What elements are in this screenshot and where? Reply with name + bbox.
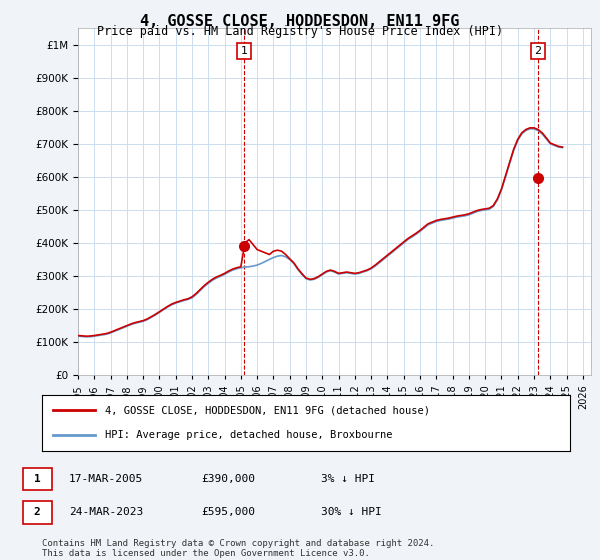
Text: £390,000: £390,000: [201, 474, 255, 484]
Text: 3% ↓ HPI: 3% ↓ HPI: [321, 474, 375, 484]
Text: 2: 2: [534, 46, 541, 56]
Text: 2: 2: [34, 507, 41, 517]
Text: 1: 1: [34, 474, 41, 484]
Text: 24-MAR-2023: 24-MAR-2023: [69, 507, 143, 517]
Text: 17-MAR-2005: 17-MAR-2005: [69, 474, 143, 484]
Text: 4, GOSSE CLOSE, HODDESDON, EN11 9FG: 4, GOSSE CLOSE, HODDESDON, EN11 9FG: [140, 14, 460, 29]
Text: Price paid vs. HM Land Registry's House Price Index (HPI): Price paid vs. HM Land Registry's House …: [97, 25, 503, 38]
Text: 1: 1: [241, 46, 248, 56]
Text: 4, GOSSE CLOSE, HODDESDON, EN11 9FG (detached house): 4, GOSSE CLOSE, HODDESDON, EN11 9FG (det…: [106, 405, 430, 416]
Text: 30% ↓ HPI: 30% ↓ HPI: [321, 507, 382, 517]
Text: £595,000: £595,000: [201, 507, 255, 517]
Text: Contains HM Land Registry data © Crown copyright and database right 2024.
This d: Contains HM Land Registry data © Crown c…: [42, 539, 434, 558]
Text: HPI: Average price, detached house, Broxbourne: HPI: Average price, detached house, Brox…: [106, 430, 393, 440]
